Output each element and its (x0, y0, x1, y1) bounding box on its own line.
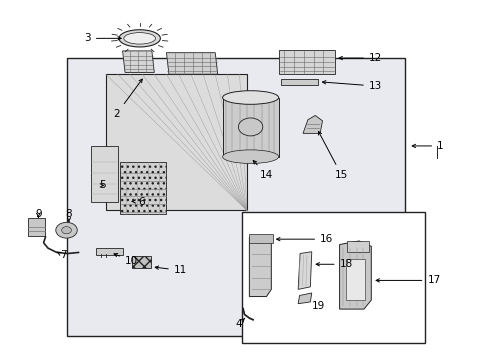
Bar (281, 78, 317, 85)
Polygon shape (298, 293, 311, 304)
Bar (222, 98, 278, 157)
Text: 3: 3 (84, 33, 121, 43)
Ellipse shape (123, 33, 155, 44)
Bar (132, 256, 151, 268)
Bar (28, 219, 45, 235)
Polygon shape (105, 74, 246, 211)
Ellipse shape (119, 30, 160, 47)
Circle shape (56, 222, 77, 238)
Bar (249, 234, 272, 243)
Text: 10: 10 (114, 253, 138, 266)
Polygon shape (303, 116, 322, 134)
Circle shape (61, 226, 71, 234)
Bar (120, 162, 166, 214)
Circle shape (238, 118, 262, 136)
Ellipse shape (222, 91, 278, 104)
Polygon shape (339, 241, 370, 309)
Polygon shape (249, 235, 271, 297)
Text: 8: 8 (65, 209, 72, 222)
Text: 7: 7 (57, 250, 66, 260)
Polygon shape (122, 51, 154, 72)
Bar (91, 146, 118, 202)
Text: 14: 14 (253, 161, 272, 180)
Text: 12: 12 (338, 53, 381, 63)
Polygon shape (298, 252, 311, 289)
Polygon shape (346, 241, 368, 252)
Bar (345, 259, 365, 300)
Text: 6: 6 (132, 197, 144, 207)
Text: 13: 13 (322, 81, 381, 91)
Text: 5: 5 (99, 180, 105, 190)
Bar (278, 50, 334, 74)
Text: 17: 17 (375, 275, 440, 285)
Text: 18: 18 (316, 259, 352, 269)
Text: 1: 1 (411, 141, 443, 151)
Ellipse shape (222, 150, 278, 163)
Text: 15: 15 (318, 131, 347, 180)
Text: 4: 4 (235, 318, 244, 329)
Bar (242, 212, 424, 343)
Text: 2: 2 (113, 79, 142, 119)
Bar (96, 248, 122, 255)
Text: 16: 16 (276, 234, 333, 244)
Text: 9: 9 (35, 209, 41, 219)
Bar (66, 58, 405, 336)
Text: 19: 19 (311, 301, 325, 311)
Text: 11: 11 (155, 265, 187, 275)
Polygon shape (166, 53, 217, 74)
